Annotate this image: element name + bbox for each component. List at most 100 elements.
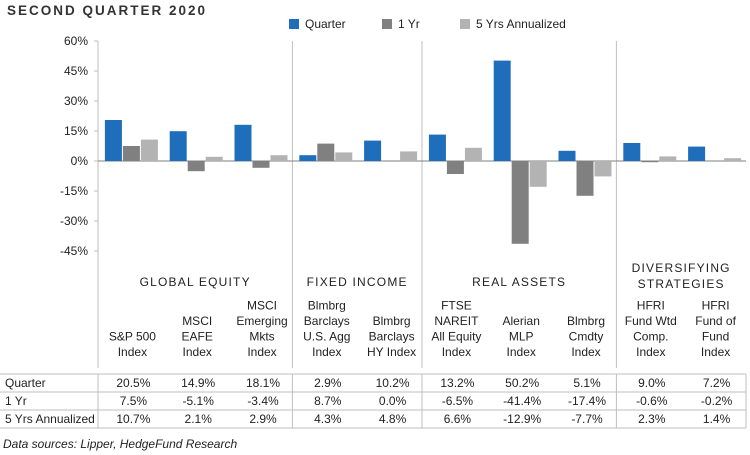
category-label: Index: [507, 345, 536, 359]
category-label: Index: [701, 345, 730, 359]
table-cell: 10.2%: [376, 376, 410, 390]
bar-5-yrs-annualized: [594, 161, 612, 177]
category-label: MSCI: [247, 299, 277, 313]
category-label: Blmbrg: [308, 299, 346, 313]
table-cell: -17.4%: [568, 394, 606, 408]
bar-5-yrs-annualized: [464, 147, 482, 161]
table-cell: 7.5%: [120, 394, 148, 408]
table-cell: 20.5%: [116, 376, 150, 390]
table-cell: -41.4%: [503, 394, 541, 408]
group-heading: STRATEGIES: [638, 277, 725, 291]
category-label: Barclays: [304, 314, 350, 328]
category-label: HFRI: [702, 299, 730, 313]
legend-swatch-1yr: [382, 19, 392, 29]
y-tick-label: 60%: [64, 34, 88, 48]
group-heading: REAL ASSETS: [472, 275, 566, 289]
bar-5-yrs-annualized: [659, 156, 677, 161]
category-label: Mkts: [249, 330, 274, 344]
category-label: EAFE: [182, 330, 213, 344]
bar-quarter: [623, 143, 641, 161]
category-label: Index: [442, 345, 471, 359]
bar-5-yrs-annualized: [335, 152, 353, 161]
category-label: Index: [312, 345, 341, 359]
category-label: All Equity: [431, 330, 481, 344]
category-label: Alerian: [503, 314, 540, 328]
bar-5-yrs-annualized: [529, 161, 547, 187]
table-cell: 4.3%: [314, 412, 342, 426]
category-label: Index: [247, 345, 276, 359]
bar-quarter: [104, 120, 122, 161]
table-row-label: Quarter: [5, 376, 46, 390]
category-label: Index: [118, 345, 147, 359]
bar-1-yr: [187, 161, 205, 172]
category-label: U.S. Agg: [303, 330, 350, 344]
category-label: Fund: [702, 330, 729, 344]
chart-title: SECOND QUARTER 2020: [7, 3, 208, 18]
table-cell: 2.9%: [249, 412, 277, 426]
category-label: Fund of: [695, 314, 736, 328]
bar-1-yr: [706, 161, 724, 162]
table-cell: 2.3%: [638, 412, 666, 426]
category-label: MSCI: [182, 314, 212, 328]
table-cell: 14.9%: [181, 376, 215, 390]
y-tick-label: -30%: [60, 214, 88, 228]
y-tick-label: 30%: [64, 94, 88, 108]
table-cell: -5.1%: [183, 394, 215, 408]
table-cell: 1.4%: [703, 412, 731, 426]
category-label: Index: [571, 345, 600, 359]
category-label: NAREIT: [434, 314, 479, 328]
category-label: Cmdty: [569, 330, 604, 344]
bar-quarter: [364, 140, 382, 161]
table-cell: 13.2%: [440, 376, 474, 390]
table-cell: -0.2%: [701, 394, 733, 408]
category-label: FTSE: [441, 299, 472, 313]
table-cell: -12.9%: [503, 412, 541, 426]
bar-1-yr: [252, 161, 270, 168]
category-label: Comp.: [633, 330, 668, 344]
category-label: Emerging: [236, 314, 287, 328]
legend-swatch-5yr: [460, 19, 470, 29]
category-label: Blmbrg: [567, 314, 605, 328]
table-cell: -6.5%: [442, 394, 474, 408]
group-heading: GLOBAL EQUITY: [140, 275, 251, 289]
table-cell: 4.8%: [379, 412, 407, 426]
legend-item-quarter: Quarter: [289, 17, 346, 31]
y-tick-label: 15%: [64, 124, 88, 138]
table-cell: 8.7%: [314, 394, 342, 408]
bar-quarter: [493, 60, 511, 161]
category-label: HY Index: [367, 345, 416, 359]
bar-quarter: [299, 155, 317, 161]
bar-quarter: [234, 124, 252, 161]
data-source-note: Data sources: Lipper, HedgeFund Research: [3, 437, 238, 451]
table-cell: 50.2%: [505, 376, 539, 390]
group-heading: DIVERSIFYING: [632, 261, 731, 275]
table-cell: 10.7%: [116, 412, 150, 426]
bar-quarter: [558, 150, 576, 161]
bar-quarter: [169, 131, 187, 161]
bar-5-yrs-annualized: [724, 158, 742, 161]
table-cell: -3.4%: [247, 394, 279, 408]
table-row-label: 5 Yrs Annualized: [5, 412, 95, 426]
legend-label-quarter: Quarter: [305, 17, 346, 31]
bar-5-yrs-annualized: [400, 151, 418, 161]
category-label: Blmbrg: [373, 314, 411, 328]
category-label: Index: [636, 345, 665, 359]
table-cell: 5.1%: [573, 376, 601, 390]
bar-1-yr: [317, 143, 335, 161]
table-cell: 0.0%: [379, 394, 407, 408]
bar-1-yr: [446, 161, 464, 174]
bar-1-yr: [576, 161, 594, 196]
category-label: Barclays: [369, 330, 415, 344]
category-label: S&P 500: [109, 330, 156, 344]
category-label: MLP: [509, 330, 534, 344]
table-cell: 6.6%: [444, 412, 472, 426]
bar-5-yrs-annualized: [270, 155, 288, 161]
table-cell: 2.1%: [185, 412, 213, 426]
table-cell: 9.0%: [638, 376, 666, 390]
table-cell: -0.6%: [636, 394, 668, 408]
legend-swatch-quarter: [289, 19, 299, 29]
bar-1-yr: [641, 161, 659, 163]
bar-5-yrs-annualized: [140, 139, 158, 161]
category-label: Index: [183, 345, 212, 359]
